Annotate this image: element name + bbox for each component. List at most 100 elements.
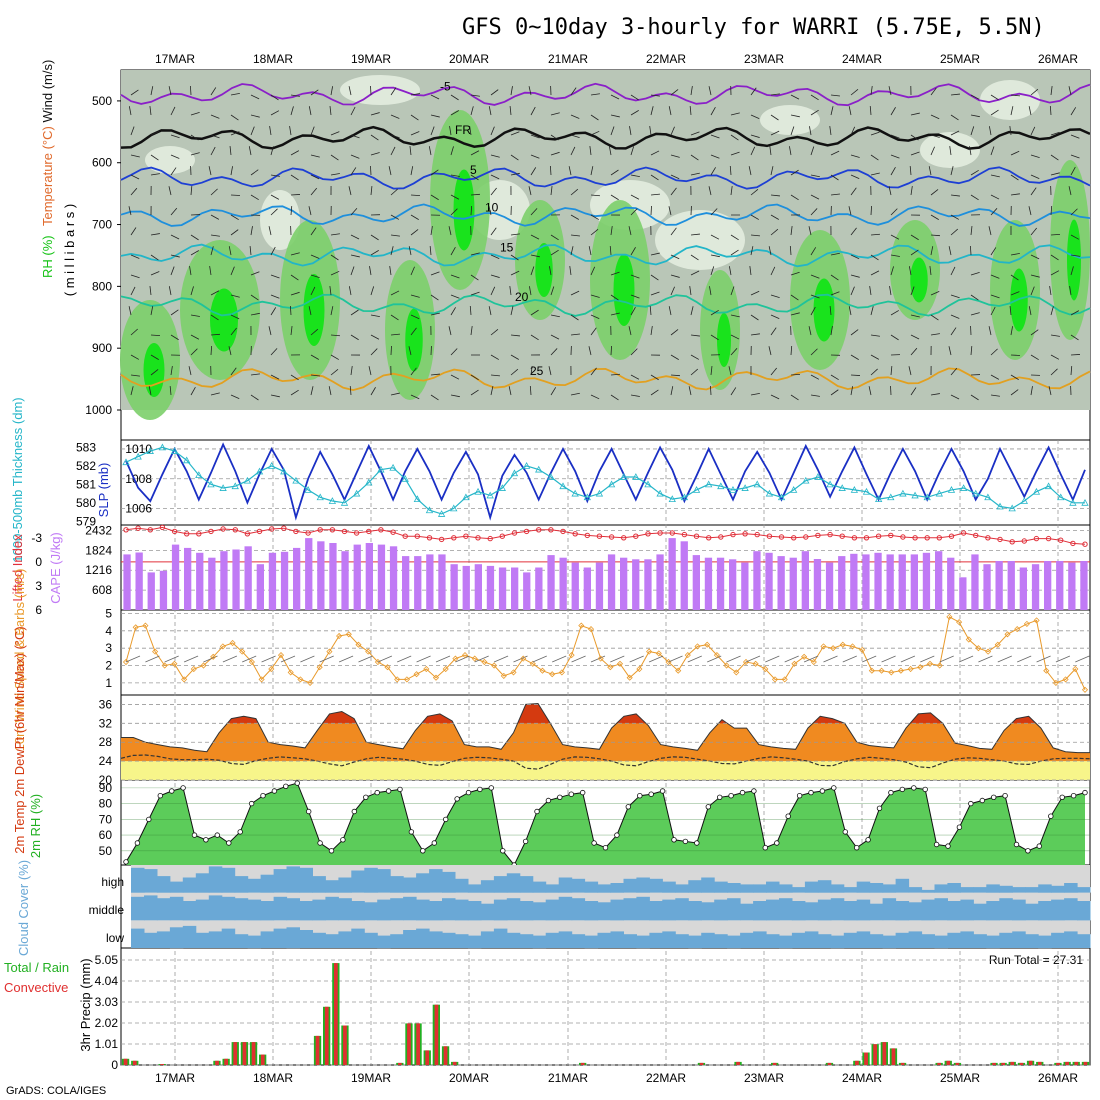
wind-barb — [490, 274, 500, 278]
thickness-marker — [280, 467, 288, 475]
wind-speed-marker — [694, 643, 701, 650]
wind-speed-marker — [365, 648, 372, 655]
cloud-cell-low — [688, 935, 702, 949]
cloud-cell-low — [740, 932, 754, 948]
rh2m-marker — [465, 789, 472, 796]
wind-barb — [710, 334, 719, 341]
wind-barb — [248, 146, 252, 156]
cloud-cell-high — [843, 887, 858, 893]
precip-convective-bar — [1001, 1062, 1005, 1065]
wind-barb — [529, 385, 532, 396]
lifted-index-marker — [475, 535, 481, 541]
wind-barb — [530, 366, 533, 376]
wind-10m-barb — [242, 655, 257, 663]
profile-ytick: 700 — [92, 218, 112, 232]
wind-speed-marker — [549, 671, 556, 678]
wind-barb — [350, 266, 355, 276]
rh-saturated-core — [210, 288, 238, 352]
wind-barb — [250, 271, 260, 276]
cape-bar — [716, 557, 725, 610]
cloud-cell-low — [986, 935, 1000, 949]
wind-barb — [729, 165, 732, 176]
lifted-index-marker — [596, 533, 603, 539]
wind-barb — [1049, 105, 1052, 116]
wind-barb — [1010, 150, 1020, 156]
wind-barb — [1050, 368, 1058, 376]
wind-barb — [990, 306, 996, 316]
isotherm-15 — [120, 243, 1091, 268]
wind-barb — [428, 146, 432, 156]
wind-barb — [550, 249, 559, 256]
wind-speed-marker — [307, 679, 314, 686]
rh-saturated-core — [613, 254, 635, 326]
thickness-marker — [923, 493, 931, 501]
wind-barb — [429, 246, 432, 256]
wind-barb — [509, 106, 512, 116]
panel-frame-slp — [120, 439, 1091, 526]
wind-barb — [550, 286, 555, 296]
wind-barb — [210, 188, 218, 196]
wind-barb — [1050, 154, 1059, 161]
date-label-bottom: 23MAR — [744, 1071, 784, 1085]
rh2m-marker — [1002, 793, 1008, 799]
wind-speed-marker — [248, 658, 255, 666]
wind-barb — [330, 354, 339, 360]
wind-barb — [1010, 374, 1019, 381]
wind-barb — [630, 194, 640, 200]
cloud-cell-high — [260, 874, 275, 893]
wind-10m-barb — [261, 655, 276, 663]
wind-barb — [570, 146, 576, 156]
wind-barb — [950, 367, 958, 376]
wind-barb — [848, 306, 852, 316]
wind-barb — [790, 94, 800, 100]
wind-speed-marker — [859, 646, 866, 653]
wind-barb — [1050, 354, 1060, 360]
cape-bar — [268, 552, 277, 610]
wind-barb — [430, 312, 440, 316]
rh2m-marker — [226, 840, 232, 846]
wind-speed-marker — [1004, 631, 1011, 638]
thickness-ytick: 581 — [76, 477, 96, 491]
wind-speed-marker — [336, 632, 343, 640]
slp-ytick: 1008 — [125, 472, 152, 486]
cape-bar — [147, 572, 155, 610]
precip-convective-bar — [1083, 1061, 1088, 1065]
cloud-cell-high — [144, 869, 158, 893]
thickness-marker — [765, 489, 774, 497]
wind-barb — [950, 228, 959, 236]
lifted-index-marker — [912, 535, 918, 541]
cloud-cell-low — [843, 932, 858, 948]
rh-dry-patch — [760, 105, 820, 135]
cloud-cell-middle — [480, 903, 495, 921]
cloud-cell-low — [455, 934, 469, 948]
wind-speed-marker — [500, 672, 507, 679]
precip-convective-bar — [233, 1042, 238, 1065]
wind-barb — [710, 366, 713, 376]
wind-barb — [910, 134, 919, 141]
wind-barb — [530, 309, 539, 316]
wind-barb — [230, 93, 240, 96]
cape-bar — [474, 564, 482, 610]
wind-barb — [790, 373, 801, 376]
lifted-index-marker — [511, 530, 518, 536]
wind-barb — [390, 234, 400, 237]
lifted-index-marker — [196, 531, 202, 537]
wind-barb — [410, 194, 421, 197]
cloud-cell-middle — [1051, 899, 1065, 921]
wind-barb — [549, 165, 552, 176]
wind-barb — [490, 187, 497, 196]
cape-bar — [656, 554, 664, 610]
lifted-index-marker — [414, 533, 420, 539]
wind-barb — [330, 369, 339, 376]
date-label-top: 26MAR — [1038, 52, 1078, 66]
wind-barb — [469, 305, 472, 316]
wind-speed-marker — [190, 665, 197, 673]
wind-barb — [810, 109, 819, 116]
wind-speed-marker — [539, 667, 546, 674]
thickness-marker — [899, 489, 907, 497]
cloud-cell-low — [817, 934, 832, 948]
wind-barb — [890, 234, 900, 240]
cloud-cell-low — [480, 931, 495, 948]
wind-barb — [350, 154, 360, 159]
thickness-marker — [450, 504, 458, 512]
